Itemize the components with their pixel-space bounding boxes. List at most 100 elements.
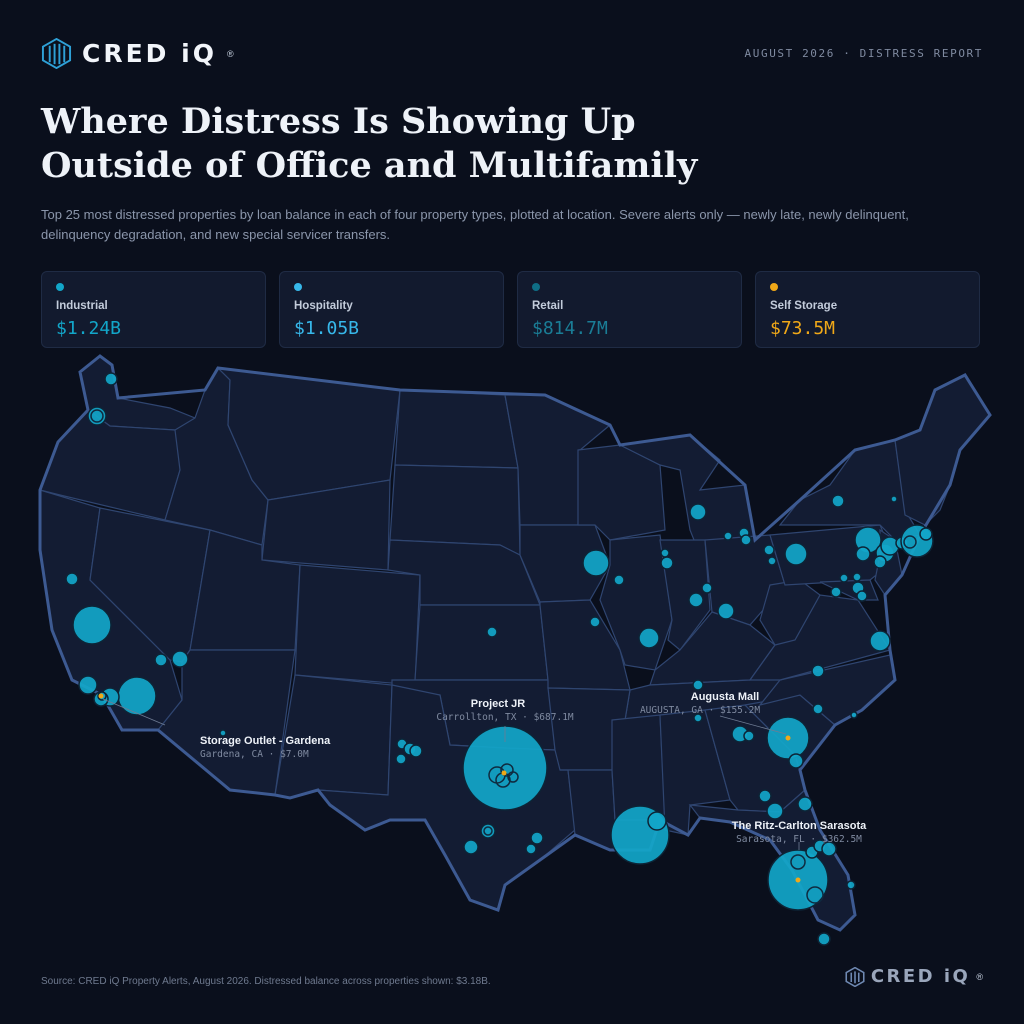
property-bubble[interactable] <box>72 605 112 645</box>
brand-reg-mark: ® <box>226 48 234 59</box>
state-north-dakota <box>394 389 519 469</box>
property-bubble[interactable] <box>117 676 157 716</box>
card-self-storage: Self Storage $73.5M <box>755 271 980 348</box>
property-bubble[interactable] <box>613 574 625 586</box>
storage-bubble[interactable] <box>795 877 801 883</box>
property-bubble[interactable] <box>688 592 704 608</box>
property-bubble[interactable] <box>852 572 862 582</box>
card-industrial: Industrial $1.24B <box>41 271 266 348</box>
property-bubble[interactable] <box>717 602 735 620</box>
property-bubble[interactable] <box>219 729 227 737</box>
property-bubble[interactable] <box>689 503 707 521</box>
callout-meta: AUGUSTA, GA · $155.2M <box>640 705 760 716</box>
property-bubble[interactable] <box>78 675 98 695</box>
property-bubble[interactable] <box>104 372 118 386</box>
state-arizona <box>157 649 296 796</box>
property-bubble[interactable] <box>171 650 189 668</box>
callout-title: Project JR <box>471 698 525 710</box>
property-bubble[interactable] <box>154 653 168 667</box>
property-bubble-ring <box>500 763 514 777</box>
footer-logo: CRED iQ ® <box>845 966 983 987</box>
property-bubble[interactable] <box>660 548 670 558</box>
title-line-1: Where Distress Is Showing Up <box>41 101 636 142</box>
us-map-svg[interactable]: Project JR Carrollton, TX · $687.1M Augu… <box>0 350 1024 950</box>
state-montana <box>216 367 401 501</box>
state-new-england <box>894 374 991 526</box>
property-bubble[interactable] <box>480 823 496 839</box>
property-bubble[interactable] <box>525 843 537 855</box>
card-value: $814.7M <box>532 318 608 339</box>
property-bubble[interactable] <box>821 841 837 857</box>
footer-brand-reg-mark: ® <box>976 971 983 982</box>
property-bubble[interactable] <box>890 495 898 503</box>
property-bubble[interactable] <box>839 573 849 583</box>
property-bubble[interactable] <box>788 753 804 769</box>
property-bubble[interactable] <box>830 586 842 598</box>
state-mississippi <box>611 714 666 821</box>
property-bubble[interactable] <box>582 549 610 577</box>
property-bubble[interactable] <box>530 831 544 845</box>
property-bubble[interactable] <box>660 556 674 570</box>
card-label: Hospitality <box>294 300 353 312</box>
property-bubble[interactable] <box>743 730 755 742</box>
property-bubble[interactable] <box>873 555 887 569</box>
property-bubble[interactable] <box>850 711 858 719</box>
property-bubble[interactable] <box>65 572 79 586</box>
property-bubble-ring <box>806 886 824 904</box>
card-hospitality: Hospitality $1.05B <box>279 271 504 348</box>
cred-iq-logo-icon <box>41 38 72 69</box>
property-bubble[interactable] <box>395 753 407 765</box>
storage-bubble[interactable] <box>501 770 507 776</box>
property-bubble[interactable] <box>784 542 808 566</box>
property-bubble-ring <box>903 535 917 549</box>
property-bubble[interactable] <box>693 713 703 723</box>
self-storage-dot-icon <box>770 283 778 291</box>
property-bubble[interactable] <box>797 796 813 812</box>
hospitality-dot-icon <box>294 283 302 291</box>
us-outline <box>38 354 992 932</box>
property-bubble[interactable] <box>767 556 777 566</box>
property-bubble[interactable] <box>758 789 772 803</box>
card-label: Retail <box>532 300 564 312</box>
us-map[interactable]: Project JR Carrollton, TX · $687.1M Augu… <box>0 350 1024 950</box>
brand-name: CRED iQ <box>82 39 217 68</box>
property-bubble[interactable] <box>919 527 933 541</box>
property-bubble[interactable] <box>766 802 784 820</box>
property-bubble[interactable] <box>763 544 775 556</box>
card-label: Industrial <box>56 300 108 312</box>
property-bubble[interactable] <box>856 590 868 602</box>
callout-storage-outlet: Storage Outlet - Gardena Gardena, CA · $… <box>102 698 331 760</box>
property-bubble[interactable] <box>692 679 704 691</box>
callout-title: The Ritz-Carlton Sarasota <box>732 820 867 832</box>
storage-bubble[interactable] <box>98 693 104 699</box>
property-bubble[interactable] <box>831 494 845 508</box>
property-bubble-ring <box>483 826 493 836</box>
callout-title: Storage Outlet - Gardena <box>200 735 331 747</box>
property-bubble[interactable] <box>812 703 824 715</box>
property-bubble[interactable] <box>869 630 891 652</box>
cred-iq-footer-logo-icon <box>845 966 865 987</box>
header-logo: CRED iQ ® <box>41 38 234 69</box>
property-bubble[interactable] <box>855 546 871 562</box>
card-value: $1.24B <box>56 318 122 339</box>
property-bubble[interactable] <box>817 932 831 946</box>
callout-meta: Sarasota, FL · $362.5M <box>736 834 862 845</box>
card-retail: Retail $814.7M <box>517 271 742 348</box>
property-bubble[interactable] <box>638 627 660 649</box>
storage-bubble[interactable] <box>785 735 791 741</box>
footer-brand-name: CRED iQ <box>870 966 971 987</box>
property-bubbles <box>65 372 934 946</box>
property-bubble-ring <box>507 771 519 783</box>
property-bubble[interactable] <box>740 534 752 546</box>
callout-meta: Carrollton, TX · $687.1M <box>436 712 574 723</box>
property-bubble[interactable] <box>409 744 423 758</box>
property-bubble[interactable] <box>701 582 713 594</box>
callout-augusta-mall: Augusta Mall AUGUSTA, GA · $155.2M <box>640 691 787 735</box>
property-bubble[interactable] <box>846 880 856 890</box>
property-bubble[interactable] <box>486 626 498 638</box>
property-bubble[interactable] <box>589 616 601 628</box>
property-bubble[interactable] <box>647 811 667 831</box>
property-bubble[interactable] <box>811 664 825 678</box>
property-bubble[interactable] <box>723 531 733 541</box>
property-bubble[interactable] <box>463 839 479 855</box>
